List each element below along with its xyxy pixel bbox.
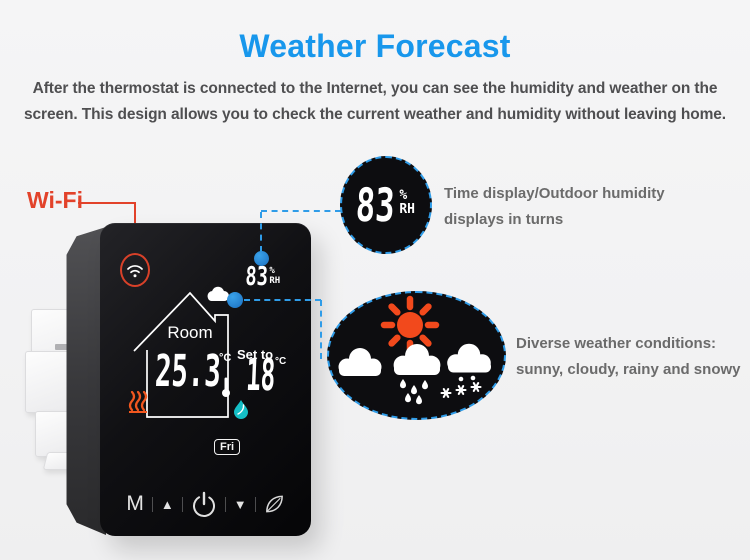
- touch-button-row: M ▲ ▼: [100, 487, 311, 521]
- humidity-callout-bubble: 83 % RH: [340, 156, 432, 254]
- wall-bracket-bottom: [35, 411, 72, 457]
- weather-conditions-graphic: [338, 295, 491, 405]
- down-button: ▼: [233, 496, 247, 512]
- room-label: Room: [167, 323, 213, 342]
- eco-leaf-icon: [265, 495, 283, 513]
- rain-cloud-icon: [393, 344, 441, 405]
- humidity-callout-value: 83: [354, 178, 396, 232]
- weather-cloud-icon: [207, 286, 229, 301]
- humidity-value: 83: [244, 262, 269, 292]
- weather-connector-horizontal: [244, 299, 321, 301]
- weather-marker-dot: [227, 292, 243, 308]
- humidity-callout-line-2: displays in turns: [444, 211, 564, 228]
- power-button-icon: [192, 491, 215, 517]
- description-line-1: After the thermostat is connected to the…: [32, 80, 718, 97]
- wall-bracket-slot: [55, 344, 72, 350]
- sun-icon: [380, 295, 440, 355]
- humidity-units: % RH: [269, 266, 280, 286]
- wifi-callout-label: Wi-Fi: [27, 187, 83, 213]
- snow-cloud-icon: [440, 343, 491, 398]
- water-drop-icon: [234, 400, 248, 419]
- weather-callout-line-1: Diverse weather conditions:: [516, 335, 717, 352]
- humidity-marker-dot: [254, 251, 269, 266]
- set-temperature: 18: [245, 350, 277, 401]
- wifi-icon: [127, 264, 143, 277]
- humidity-callout-units: % RH: [399, 189, 415, 217]
- set-temperature-unit: °C: [275, 356, 287, 367]
- button-separator: [181, 496, 183, 512]
- room-temperature: 25.3: [153, 346, 222, 397]
- weather-callout-line-2: sunny, cloudy, rainy and snowy: [516, 361, 741, 378]
- day-badge: Fri: [214, 439, 241, 455]
- description-line-2: screen. This design allows you to check …: [23, 106, 727, 123]
- page-title: Weather Forecast: [239, 28, 511, 64]
- humidity-connector-horizontal: [261, 210, 341, 212]
- humidity-unit: RH: [269, 276, 281, 286]
- humidity-connector-vertical: [260, 212, 262, 252]
- humidity-callout-line-1: Time display/Outdoor humidity: [444, 185, 665, 202]
- humidity-readout: 83 % RH: [244, 262, 281, 292]
- cloud-icon: [338, 348, 382, 376]
- wifi-connector-line-horizontal: [78, 202, 136, 204]
- device-side-edge: [66, 227, 106, 535]
- weather-connector-vertical: [320, 300, 322, 359]
- room-temperature-unit: °C: [219, 352, 232, 364]
- up-button: ▲: [160, 496, 174, 512]
- heating-icon: [128, 390, 148, 413]
- weather-callout-bubble: [327, 291, 506, 420]
- humidity-callout-unit: RH: [399, 202, 416, 217]
- button-separator: [224, 496, 226, 512]
- set-to-label: Set to: [237, 347, 274, 362]
- humidity-callout-text: Time display/Outdoor humidity displays i…: [444, 181, 665, 233]
- humidity-percent-sign: %: [269, 266, 275, 276]
- humidity-callout-percent: %: [399, 188, 408, 203]
- wifi-indicator-ring: [120, 253, 150, 287]
- wall-bracket-middle: [25, 351, 72, 413]
- thermostat-screen: 83 % RH Room 25.3 °C Set to 18 °C: [100, 223, 311, 536]
- thermometer-icon: [222, 377, 230, 397]
- button-separator: [151, 496, 153, 512]
- button-separator: [254, 496, 256, 512]
- weather-callout-text: Diverse weather conditions: sunny, cloud…: [516, 331, 741, 383]
- house-icon: [133, 291, 229, 418]
- mode-button: M: [126, 492, 144, 515]
